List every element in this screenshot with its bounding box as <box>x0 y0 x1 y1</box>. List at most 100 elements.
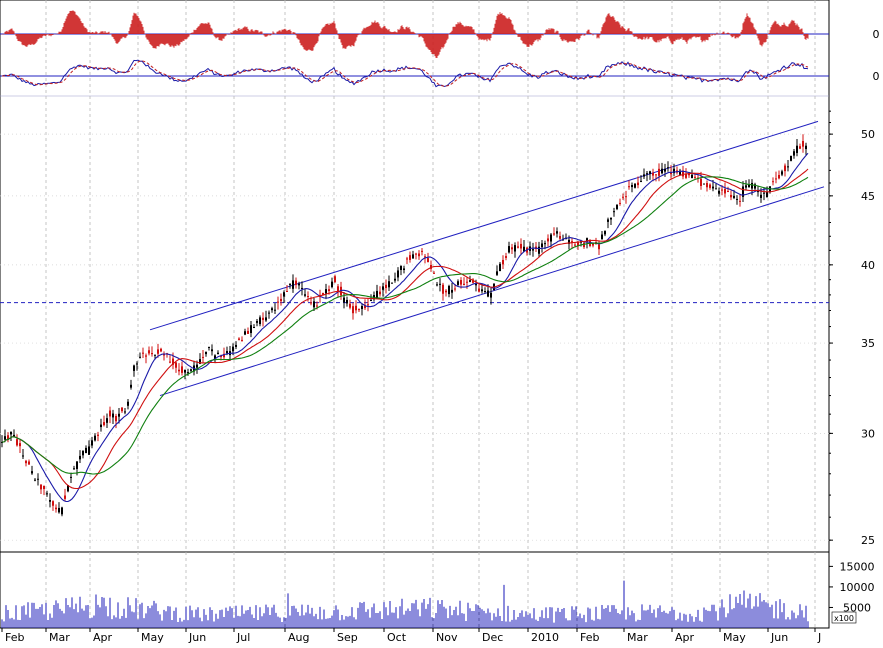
candle-body <box>394 278 396 281</box>
candle-body <box>67 485 69 492</box>
candle-body <box>196 364 198 368</box>
candle-body <box>694 176 696 178</box>
candle-body <box>433 272 435 274</box>
plot-frame <box>0 0 830 629</box>
candle-body <box>286 290 288 292</box>
candle-body <box>754 184 756 189</box>
candle-body <box>97 434 99 436</box>
candle-body <box>262 317 264 320</box>
candle-body <box>424 256 426 258</box>
candle-body <box>409 255 411 260</box>
candle-body <box>442 284 444 294</box>
candle-body <box>40 484 42 490</box>
candle-body <box>385 284 387 289</box>
candle-body <box>517 246 519 248</box>
candle-body <box>646 173 648 175</box>
candle-body <box>346 299 348 304</box>
candle-body <box>547 238 549 242</box>
candle-body <box>181 366 183 373</box>
candle-body <box>34 479 36 481</box>
candle-body <box>598 244 600 250</box>
candle-body <box>736 198 738 200</box>
candle-body <box>19 443 21 447</box>
candle-body <box>298 283 300 286</box>
month-label: Feb <box>5 631 24 644</box>
candle-body <box>427 258 429 262</box>
candle-body <box>793 151 795 156</box>
candle-body <box>127 401 129 406</box>
month-label: Feb <box>580 631 599 644</box>
candle-body <box>628 186 630 188</box>
candle-body <box>364 305 366 309</box>
candle-body <box>577 241 579 247</box>
candle-body <box>412 254 414 259</box>
candle-body <box>436 284 438 286</box>
volume-unit-box <box>831 611 857 624</box>
month-label: Apr <box>93 631 113 644</box>
candle-body <box>184 369 186 373</box>
candle-body <box>31 471 33 474</box>
candle-body <box>421 250 423 252</box>
candle-body <box>301 287 303 289</box>
candle-body <box>94 435 96 441</box>
candle-body <box>88 446 90 455</box>
candle-body <box>253 327 255 329</box>
candle-body <box>748 184 750 188</box>
candle-body <box>7 435 9 440</box>
month-label: 2010 <box>531 631 559 644</box>
candle-body <box>265 317 267 321</box>
month-label: Apr <box>675 631 695 644</box>
candle-body <box>16 439 18 446</box>
month-label: May <box>141 631 164 644</box>
candle-body <box>739 200 741 202</box>
osc2-main-line <box>1 59 809 88</box>
month-label: Mar <box>627 631 648 644</box>
candle-body <box>214 355 216 360</box>
candle-body <box>325 289 327 294</box>
candle-body <box>799 146 801 149</box>
candle-body <box>508 246 510 253</box>
candle-body <box>781 171 783 175</box>
candle-body <box>502 259 504 265</box>
candle-body <box>664 168 666 172</box>
candle-body <box>430 264 432 269</box>
candle-body <box>505 256 507 258</box>
candle-body <box>604 231 606 235</box>
candle-body <box>73 468 75 470</box>
channel-lower-line <box>159 186 825 397</box>
candle-body <box>601 234 603 240</box>
candle-body <box>583 242 585 248</box>
price-tick-label: 50 <box>861 128 875 141</box>
candle-body <box>85 447 87 454</box>
candle-body <box>616 204 618 210</box>
candle-body <box>328 289 330 292</box>
candle-body <box>292 280 294 289</box>
candle-body <box>190 369 192 371</box>
candle-body <box>175 362 177 368</box>
candle-body <box>76 461 78 469</box>
candle-body <box>592 243 594 246</box>
candle-body <box>139 356 141 358</box>
ma-medium-line <box>1 168 809 490</box>
candle-body <box>757 190 759 193</box>
candle-body <box>619 202 621 204</box>
candle-body <box>439 283 441 285</box>
candle-body <box>49 500 51 502</box>
candle-body <box>358 309 360 311</box>
candle-body <box>382 286 384 290</box>
candle-body <box>784 165 786 172</box>
candle-body <box>403 268 405 270</box>
candle-body <box>178 369 180 372</box>
candle-body <box>100 424 102 428</box>
candle-body <box>451 289 453 293</box>
candle-body <box>496 271 498 275</box>
candle-body <box>352 306 354 314</box>
candle-body <box>805 145 807 150</box>
candle-body <box>499 263 501 272</box>
candle-body <box>670 172 672 175</box>
candle-body <box>244 331 246 335</box>
candle-body <box>763 192 765 194</box>
candle-body <box>574 244 576 246</box>
candle-body <box>514 245 516 252</box>
candle-body <box>145 355 147 357</box>
